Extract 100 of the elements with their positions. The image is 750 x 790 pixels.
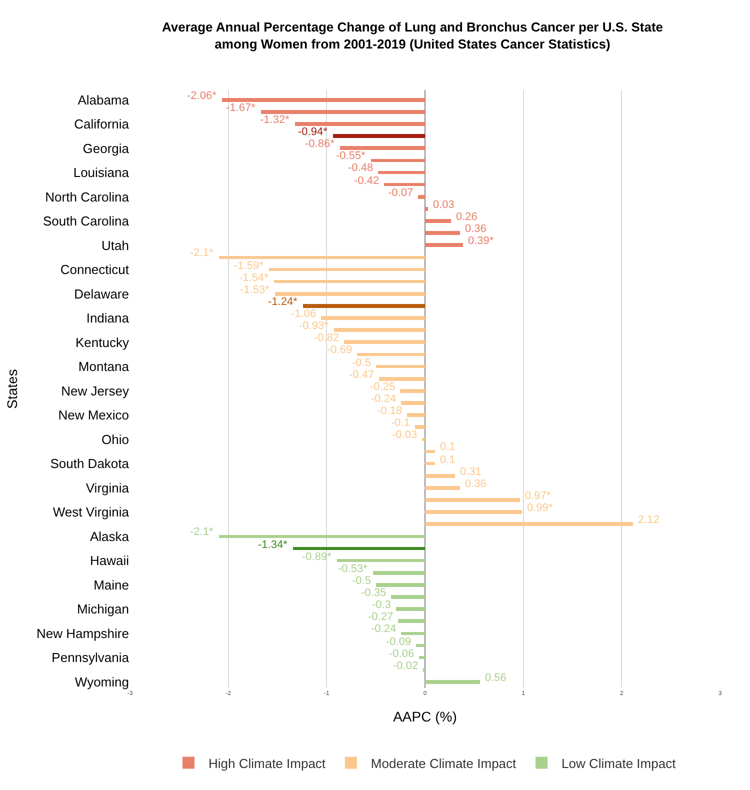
bar (219, 256, 425, 259)
bar (275, 292, 425, 296)
data-label: -0.93* (299, 320, 330, 332)
bar (425, 486, 460, 490)
y-tick-label: New Jersey (61, 383, 130, 398)
y-tick-label: West Virginia (52, 504, 130, 520)
y-tick-label: North Carolina (45, 189, 130, 204)
bar (293, 547, 425, 550)
bar (401, 401, 425, 405)
y-tick-label: South Dakota (50, 456, 130, 472)
y-tick-label: Hawaii (90, 553, 130, 568)
bar (425, 450, 435, 453)
data-label: 0.36 (465, 223, 486, 235)
y-tick-label: Pennsylvania (52, 650, 130, 666)
data-label: 0.99* (527, 502, 554, 514)
data-label: 0.39* (468, 235, 494, 247)
bar (334, 328, 425, 332)
bar (425, 498, 520, 502)
y-tick-label: Alaska (90, 528, 130, 544)
data-label: -1.59* (234, 260, 264, 272)
data-label: -1.53* (240, 284, 270, 296)
bar (303, 304, 425, 308)
y-tick-label: Alabama (78, 92, 130, 108)
data-label: -1.67* (226, 102, 256, 114)
data-label: 0.03 (433, 199, 454, 211)
data-label: -0.47 (349, 369, 374, 381)
data-label: -0.3 (372, 599, 391, 611)
bar (373, 571, 425, 575)
data-label: -2.1* (190, 247, 214, 259)
y-tick-label: Delaware (74, 286, 129, 302)
bar (222, 98, 425, 102)
bar (418, 195, 425, 199)
data-label: -0.35 (361, 587, 386, 599)
bar (425, 243, 463, 247)
bar (400, 389, 425, 393)
data-label: -0.07 (388, 187, 414, 199)
data-label: -1.32* (260, 114, 290, 126)
bar (376, 583, 425, 587)
data-label: -1.06 (291, 308, 316, 320)
bar (391, 595, 425, 599)
y-tick-label: Maine (94, 577, 129, 592)
data-label: -0.09 (386, 636, 412, 648)
data-label: 0.31 (460, 466, 482, 478)
chart-title: Average Annual Percentage Change of Lung and Bronchus Cancer per U.S. State among Women from 2001-2019 (United States Cancer Statistics) (162, 20, 664, 52)
data-label: -2.1* (190, 526, 214, 538)
data-label: -0.06 (389, 648, 414, 660)
data-label: -0.89* (302, 551, 332, 563)
legend-label: Moderate Climate Impact (370, 756, 517, 771)
data-label: -0.27 (368, 611, 394, 623)
bar (357, 353, 425, 356)
data-label: -0.42 (354, 175, 380, 187)
y-tick-label: Georgia (82, 140, 130, 156)
bar (401, 632, 425, 635)
data-label: 0.1 (440, 454, 456, 466)
data-label: 0.26 (456, 211, 478, 223)
bar (398, 619, 425, 623)
y-tick-label: New Hampshire (36, 626, 129, 641)
data-label: -0.48 (348, 162, 374, 174)
bar (371, 159, 425, 162)
bar (415, 425, 425, 429)
y-tick-label: Virginia (86, 480, 130, 496)
data-label: -0.02 (393, 660, 418, 672)
y-tick-label: California (74, 116, 130, 132)
data-label: 0.56 (485, 672, 506, 684)
data-label: -0.86* (305, 138, 336, 150)
bar (261, 110, 425, 114)
bar (425, 219, 451, 223)
data-label: -0.94* (298, 126, 328, 138)
bar (416, 644, 425, 647)
bar (337, 559, 425, 562)
bar (425, 680, 480, 684)
data-label: -0.55* (336, 150, 366, 162)
legend-label: Low Climate Impact (562, 756, 676, 771)
y-tick-label: South Carolina (43, 214, 130, 229)
bar (340, 146, 425, 150)
data-label: -0.69 (327, 344, 352, 356)
bar (396, 607, 425, 611)
bar (379, 377, 425, 381)
bar (425, 510, 522, 514)
data-label: 0.36 (465, 478, 486, 490)
y-tick-label: New Mexico (58, 408, 129, 423)
data-label: -0.82 (314, 332, 340, 344)
data-label: -0.25 (370, 381, 396, 393)
data-label: -0.5 (352, 575, 371, 587)
bar (274, 280, 425, 283)
x-axis-title: AAPC (%) (393, 708, 457, 724)
bar (425, 231, 460, 235)
bar (407, 413, 425, 417)
data-label: -0.03 (392, 429, 418, 441)
data-label: -0.24 (371, 393, 396, 405)
y-axis-title: States (4, 369, 20, 409)
bar (422, 438, 425, 441)
y-tick-label: Montana (78, 359, 130, 374)
data-label: -1.34* (258, 539, 288, 551)
bar (425, 462, 435, 465)
legend-label: High Climate Impact (208, 756, 326, 771)
y-tick-label: Louisiana (73, 165, 130, 180)
bar (425, 522, 633, 526)
bar (376, 365, 425, 368)
bar (419, 656, 425, 659)
